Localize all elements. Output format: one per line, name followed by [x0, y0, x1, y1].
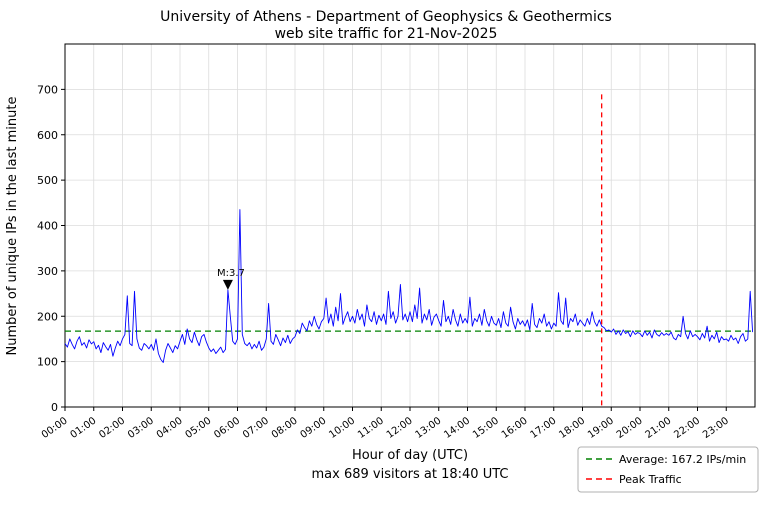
- x-tick-label: 00:00: [40, 415, 70, 441]
- annotation-marker-icon: [222, 279, 233, 290]
- x-tick-label: 10:00: [327, 415, 357, 441]
- legend-peak-label: Peak Traffic: [619, 473, 682, 486]
- y-tick-label: 700: [37, 83, 58, 96]
- x-tick-label: 02:00: [97, 415, 127, 441]
- y-tick-label: 300: [37, 265, 58, 278]
- x-tick-label: 22:00: [672, 415, 702, 441]
- x-tick-label: 03:00: [126, 415, 156, 441]
- x-tick-label: 19:00: [586, 415, 616, 441]
- x-tick-label: 13:00: [414, 415, 444, 441]
- x-axis-label: Hour of day (UTC): [352, 448, 468, 463]
- legend: Average: 167.2 IPs/min Peak Traffic: [577, 446, 759, 493]
- x-tick-label: 01:00: [69, 415, 99, 441]
- chart-title-line2: web site traffic for 21-Nov-2025: [275, 26, 498, 42]
- y-tick-label: 100: [37, 356, 58, 369]
- x-tick-label: 04:00: [155, 415, 185, 441]
- x-tick-label: 08:00: [270, 415, 300, 441]
- y-axis-label: Number of unique IPs in the last minute: [5, 97, 20, 356]
- x-tick-label: 11:00: [356, 415, 386, 441]
- x-tick-label: 07:00: [241, 415, 271, 441]
- annotation-label: M:3.7: [217, 268, 245, 279]
- x-tick-label: 21:00: [644, 415, 674, 441]
- legend-average-label: Average: 167.2 IPs/min: [619, 453, 746, 466]
- x-tick-label: 20:00: [615, 415, 645, 441]
- y-tick-label: 0: [51, 401, 58, 414]
- x-tick-label: 06:00: [212, 415, 242, 441]
- x-tick-label: 15:00: [471, 415, 501, 441]
- x-tick-label: 18:00: [557, 415, 587, 441]
- x-tick-label: 14:00: [442, 415, 472, 441]
- x-tick-label: 16:00: [500, 415, 530, 441]
- legend-frame: [577, 446, 759, 493]
- x-tick-label: 12:00: [385, 415, 415, 441]
- x-tick-label: 23:00: [701, 415, 731, 441]
- y-tick-label: 500: [37, 174, 58, 187]
- x-tick-label: 17:00: [529, 415, 559, 441]
- y-tick-label: 400: [37, 220, 58, 233]
- x-tick-label: 05:00: [184, 415, 214, 441]
- plot-content: 0 100 200 300 400 500 600 700 00:0001:0002:0003:…: [37, 43, 756, 441]
- y-tick-label: 600: [37, 129, 58, 142]
- x-tick-label: 09:00: [299, 415, 329, 441]
- y-tick-label: 200: [37, 310, 58, 323]
- chart-title-line1: University of Athens - Department of Geo…: [160, 9, 612, 25]
- traffic-series-line: [64, 209, 754, 363]
- x-axis-subtitle: max 689 visitors at 18:40 UTC: [312, 467, 509, 482]
